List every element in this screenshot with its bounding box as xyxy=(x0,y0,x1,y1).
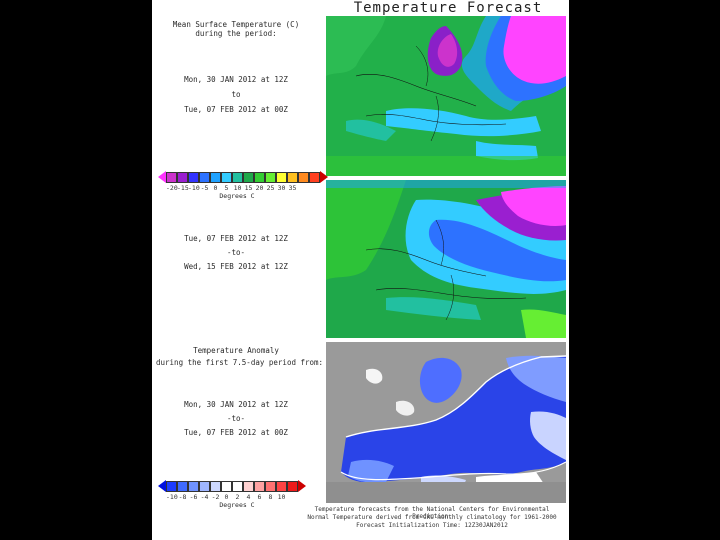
panel1-period: Mon, 30 JAN 2012 at 12Z to Tue, 07 FEB 2… xyxy=(156,72,316,117)
temperature-colorbar-cell xyxy=(210,171,221,183)
panel1-sep: to xyxy=(231,90,241,99)
temperature-colorbar-tick-label: -10 xyxy=(188,184,200,192)
anomaly-colorbar-cell xyxy=(243,480,254,492)
temperature-colorbar-tick-label: -5 xyxy=(200,184,209,192)
map-forecast-week2 xyxy=(326,180,566,338)
anomaly-colorbar-cell xyxy=(188,480,199,492)
panel2-sep: -to- xyxy=(226,248,246,257)
anomaly-colorbar-tick-label: 8 xyxy=(268,493,273,501)
footer-credit-line2: Normal Temperature derived from CRU mont… xyxy=(307,514,557,521)
forecast-sheet: Temperature Forecast Mean Surface Temper… xyxy=(152,0,569,540)
temperature-colorbar-cell xyxy=(309,171,320,183)
anomaly-colorbar-label: Degrees C xyxy=(219,501,255,509)
panel2-period: Tue, 07 FEB 2012 at 12Z -to- Wed, 15 FEB… xyxy=(156,232,316,274)
temperature-colorbar-tick-label: 30 xyxy=(277,184,286,192)
anomaly-colorbar-cell xyxy=(221,480,232,492)
anomaly-colorbar-cell xyxy=(199,480,210,492)
temperature-colorbar-cell xyxy=(166,171,177,183)
anomaly-colorbar-cell xyxy=(276,480,287,492)
temperature-colorbar-label: Degrees C xyxy=(219,192,255,200)
footer-init-time: Forecast Initialization Time: 12Z30JAN20… xyxy=(356,522,508,529)
temperature-colorbar-tick-label: -15 xyxy=(177,184,189,192)
anomaly-colorbar-left-arrow xyxy=(158,480,166,492)
panel3-heading-line2: during the first 7.5-day period from: xyxy=(156,358,324,367)
anomaly-colorbar-tick-label: 6 xyxy=(257,493,262,501)
panel3-from: Mon, 30 JAN 2012 at 12Z xyxy=(184,400,288,409)
anomaly-colorbar-cell xyxy=(177,480,188,492)
anomaly-colorbar-tick-label: -2 xyxy=(211,493,220,501)
temperature-colorbar-cell xyxy=(276,171,287,183)
panel2-to: Wed, 15 FEB 2012 at 12Z xyxy=(184,262,288,271)
anomaly-colorbar-tick-label: 0 xyxy=(224,493,229,501)
panel3-to: Tue, 07 FEB 2012 at 00Z xyxy=(184,428,288,437)
panel1-to: Tue, 07 FEB 2012 at 00Z xyxy=(184,105,288,114)
anomaly-colorbar-tick-label: -6 xyxy=(189,493,198,501)
panel1-heading-line1: Mean Surface Temperature (C) xyxy=(172,20,300,29)
temperature-colorbar xyxy=(158,171,328,183)
temperature-colorbar-cells xyxy=(166,171,320,183)
temperature-colorbar-tick-label: 5 xyxy=(224,184,229,192)
panel3-heading: Temperature Anomaly during the first 7.5… xyxy=(156,346,324,367)
temperature-colorbar-tick-label: 20 xyxy=(255,184,264,192)
anomaly-colorbar xyxy=(158,480,306,492)
temperature-colorbar-cell xyxy=(199,171,210,183)
anomaly-colorbar-tick-label: -4 xyxy=(200,493,209,501)
temperature-colorbar-tick-label: 25 xyxy=(266,184,275,192)
temperature-colorbar-cell xyxy=(265,171,276,183)
temperature-colorbar-cell xyxy=(243,171,254,183)
anomaly-colorbar-cell xyxy=(232,480,243,492)
temperature-colorbar-cell xyxy=(254,171,265,183)
panel3-heading-line1: Temperature Anomaly xyxy=(193,346,279,355)
temperature-colorbar-tick-label: 15 xyxy=(244,184,253,192)
anomaly-colorbar-cell xyxy=(210,480,221,492)
temperature-colorbar-cell xyxy=(287,171,298,183)
temperature-colorbar-tick-label: 35 xyxy=(288,184,297,192)
temperature-colorbar-left-arrow xyxy=(158,171,166,183)
panel1-from: Mon, 30 JAN 2012 at 12Z xyxy=(184,75,288,84)
anomaly-colorbar-tick-label: -10 xyxy=(166,493,178,501)
anomaly-colorbar-cell xyxy=(265,480,276,492)
footer-credit-line1: Temperature forecasts from the National … xyxy=(314,506,550,520)
panel3-sep: -to- xyxy=(226,414,246,423)
temperature-colorbar-ticks: -20 -15 -10 -5 0 5 10 15 20 25 30 35 xyxy=(166,184,298,192)
temperature-colorbar-tick-label: -20 xyxy=(166,184,178,192)
map-temperature-anomaly xyxy=(326,342,566,503)
anomaly-colorbar-tick-label: 10 xyxy=(277,493,286,501)
page-title: Temperature Forecast xyxy=(353,0,543,16)
anomaly-colorbar-cell xyxy=(287,480,298,492)
temperature-colorbar-tick-label: 10 xyxy=(233,184,242,192)
panel1-heading: Mean Surface Temperature (C) during the … xyxy=(156,20,316,38)
anomaly-colorbar-ticks: -10 -8 -6 -4 -2 0 2 4 6 8 10 xyxy=(166,493,287,501)
anomaly-colorbar-cell xyxy=(254,480,265,492)
temperature-colorbar-right-arrow xyxy=(320,171,328,183)
anomaly-colorbar-tick-label: 4 xyxy=(246,493,251,501)
temperature-colorbar-cell xyxy=(177,171,188,183)
anomaly-colorbar-right-arrow xyxy=(298,480,306,492)
temperature-colorbar-cell xyxy=(188,171,199,183)
temperature-colorbar-cell xyxy=(232,171,243,183)
anomaly-colorbar-tick-label: 2 xyxy=(235,493,240,501)
anomaly-colorbar-cell xyxy=(166,480,177,492)
anomaly-colorbar-cells xyxy=(166,480,298,492)
temperature-colorbar-cell xyxy=(298,171,309,183)
temperature-colorbar-cell xyxy=(221,171,232,183)
panel2-from: Tue, 07 FEB 2012 at 12Z xyxy=(184,234,288,243)
panel1-heading-line2: during the period: xyxy=(195,29,277,38)
map-forecast-week1 xyxy=(326,16,566,176)
temperature-colorbar-tick-label: 0 xyxy=(213,184,218,192)
anomaly-colorbar-tick-label: -8 xyxy=(178,493,187,501)
panel3-period: Mon, 30 JAN 2012 at 12Z -to- Tue, 07 FEB… xyxy=(156,398,316,440)
